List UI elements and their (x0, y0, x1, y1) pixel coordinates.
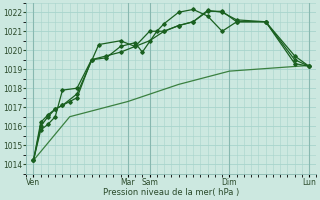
X-axis label: Pression niveau de la mer( hPa ): Pression niveau de la mer( hPa ) (103, 188, 239, 197)
